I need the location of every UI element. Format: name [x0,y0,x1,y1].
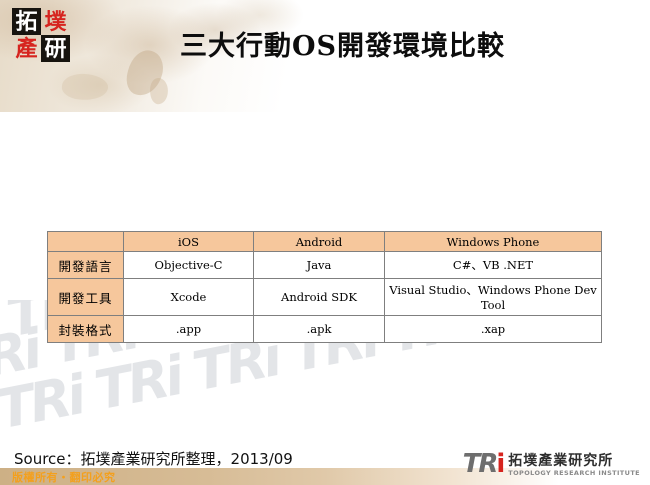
watercolor-blot [148,76,170,106]
institute-name-block: 拓墣產業研究所 TOPOLOGY RESEARCH INSTITUTE [508,454,640,477]
cell-ios-tool: Xcode [123,278,254,316]
row-label-package-format: 封裝格式 [47,315,124,343]
copyright-notice: 版權所有・翻印必究 [12,471,116,484]
row-label-dev-language: 開發語言 [47,251,124,279]
os-comparison-table: iOS Android Windows Phone 開發語言 Objective… [47,231,602,343]
watercolor-blot [60,71,110,103]
comparison-table-container: iOS Android Windows Phone 開發語言 Objective… [47,231,602,343]
cell-android-tool: Android SDK [253,278,385,316]
column-header-android: Android [253,231,385,252]
table-corner-cell [47,231,124,252]
tri-wordmark-letters: TR [462,449,499,479]
watercolor-blot [122,46,168,100]
column-header-windows-phone: Windows Phone [384,231,602,252]
table-header-row: iOS Android Windows Phone [47,231,602,252]
footer-bar [0,468,650,485]
cell-android-language: Java [253,251,385,279]
logo-char-yan: 研 [41,35,70,62]
institute-name-cn: 拓墣產業研究所 [508,453,614,470]
cell-wp-package: .xap [384,315,602,343]
logo-char-chan: 產 [15,35,38,62]
cell-ios-package: .app [123,315,254,343]
tri-wordmark-dot: i [496,449,505,479]
source-attribution: Source：拓墣產業研究所整理，2013/09 [14,450,293,468]
cell-ios-language: Objective-C [123,251,254,279]
institute-name-en: TOPOLOGY RESEARCH INSTITUTE [508,468,640,477]
logo-char-tuo: 拓 [12,8,41,35]
logo-char-pu: 墣 [44,8,67,35]
tri-wordmark: TRi [462,449,506,479]
table-row: 封裝格式 .app .apk .xap [47,315,602,343]
table-row: 開發工具 Xcode Android SDK Visual Studio、Win… [47,278,602,316]
row-label-dev-tool: 開發工具 [47,278,124,316]
column-header-ios: iOS [123,231,254,252]
cell-wp-tool: Visual Studio、Windows Phone Dev Tool [384,278,602,316]
institute-logo: TRi 拓墣產業研究所 TOPOLOGY RESEARCH INSTITUTE [462,449,640,479]
corner-brand-logo: 拓 墣 產 研 [12,8,70,62]
cell-android-package: .apk [253,315,385,343]
cell-wp-language: C#、VB .NET [384,251,602,279]
page-title: 三大行動OS開發環境比較 [180,31,506,62]
table-row: 開發語言 Objective-C Java C#、VB .NET [47,251,602,279]
